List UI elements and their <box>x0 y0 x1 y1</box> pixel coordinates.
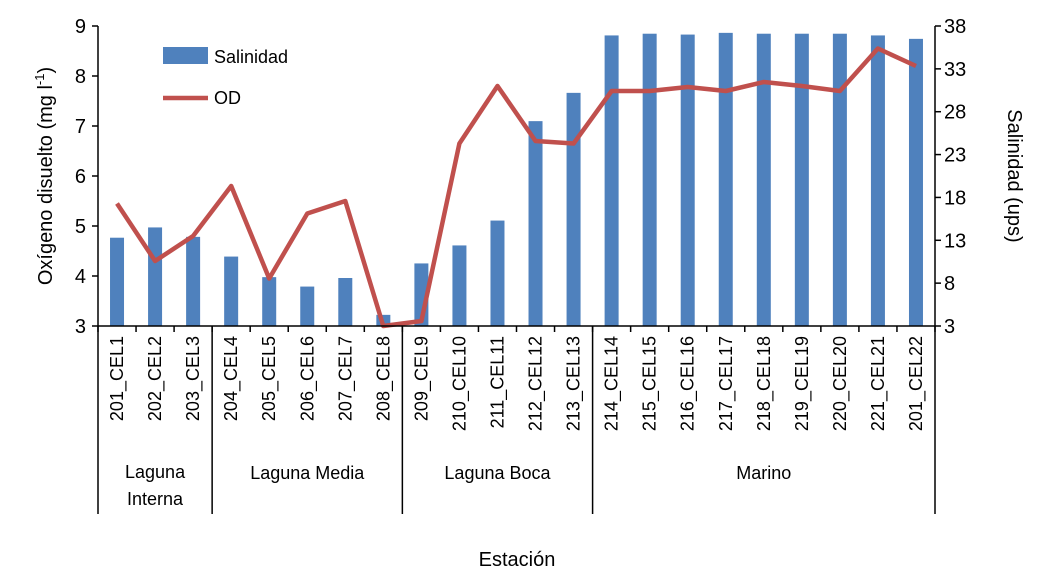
category-label: 219_CEL19 <box>792 336 813 431</box>
salinidad-bar <box>224 256 239 326</box>
category-label: 210_CEL10 <box>449 336 470 431</box>
category-label: 206_CEL6 <box>297 336 318 421</box>
salinidad-bar <box>604 35 619 327</box>
salinidad-bar <box>300 286 315 326</box>
salinidad-bar <box>794 33 809 326</box>
salinidad-bar <box>528 121 543 327</box>
category-label: 201_CEL1 <box>107 336 128 421</box>
y-left-tick-label: 6 <box>75 166 86 188</box>
salinidad-bar <box>680 34 695 326</box>
salinidad-bar <box>262 277 277 326</box>
y-left-tick-label: 5 <box>75 216 86 238</box>
y-right-tick-label: 33 <box>944 59 966 81</box>
y-right-tick-label: 13 <box>944 230 966 252</box>
y-axis-right-title: Salinidad (ups) <box>1003 109 1025 242</box>
y-right-tick-label: 18 <box>944 187 966 209</box>
salinidad-bar <box>566 92 581 326</box>
legend-od-label: OD <box>214 88 241 108</box>
group-labels: Laguna Interna Laguna Media Laguna Boca Mari… <box>125 462 791 509</box>
salinidad-bar <box>148 227 163 326</box>
category-label: 212_CEL12 <box>526 336 547 431</box>
group-label: Laguna Boca <box>444 463 551 483</box>
y-right-tick-label: 8 <box>944 273 955 295</box>
category-label: 220_CEL20 <box>830 336 851 431</box>
salinidad-bar <box>870 35 885 327</box>
salinidad-bar <box>718 32 733 326</box>
category-labels: 201_CEL1 202_CEL2 203_CEL3 204_CEL4 205_CEL5… <box>107 336 927 431</box>
category-label: 213_CEL13 <box>564 336 585 431</box>
legend-salinidad-swatch <box>163 47 208 64</box>
y-axis-left-title-end: ) <box>35 67 57 74</box>
y-left-tick-label: 7 <box>75 116 86 138</box>
category-label: 204_CEL4 <box>221 336 242 421</box>
category-label: 214_CEL14 <box>602 336 623 431</box>
od-line-series <box>115 46 917 329</box>
x-axis-title: Estación <box>479 549 556 571</box>
y-axis-left-title-main: Oxígeno disuelto (mg l <box>35 85 57 285</box>
category-label: 211_CEL11 <box>488 336 509 428</box>
category-label: 202_CEL2 <box>145 336 166 421</box>
salinidad-bar <box>110 237 125 326</box>
legend-salinidad-label: Salinidad <box>214 47 288 67</box>
salinidad-bar <box>832 33 847 326</box>
salinidad-bar <box>642 33 657 326</box>
salinidad-bar <box>908 38 923 326</box>
y-axis-left-title: Oxígeno disuelto (mg l-1) <box>32 67 57 285</box>
category-label: 216_CEL16 <box>678 336 699 431</box>
group-label: Laguna Media <box>250 463 365 483</box>
group-label: Interna <box>127 489 184 509</box>
category-label: 215_CEL15 <box>640 336 661 431</box>
category-label: 203_CEL3 <box>183 336 204 421</box>
group-label: Marino <box>736 463 791 483</box>
y-right-tick-label: 38 <box>944 16 966 38</box>
category-label: 207_CEL7 <box>335 336 356 421</box>
y-right-tick-label: 28 <box>944 102 966 124</box>
category-label: 217_CEL17 <box>716 336 737 431</box>
salinidad-bar <box>490 220 505 326</box>
y-right-tick-label: 3 <box>944 316 955 338</box>
axes <box>92 25 941 514</box>
salinidad-bar <box>452 245 467 326</box>
category-label: 201_CEL22 <box>906 336 927 431</box>
salinidad-bar <box>756 33 771 326</box>
salinidad-bar <box>186 236 201 326</box>
y-left-tick-label: 4 <box>75 266 86 288</box>
y-right-tick-label: 23 <box>944 145 966 167</box>
category-label: 221_CEL21 <box>868 336 889 431</box>
y-left-tick-label: 8 <box>75 66 86 88</box>
category-label: 205_CEL5 <box>259 336 280 421</box>
salinidad-bars <box>110 32 923 327</box>
y-axis-left-title-sup: -1 <box>32 74 47 86</box>
category-label: 209_CEL9 <box>411 336 432 421</box>
y-left-tick-label: 3 <box>75 316 86 338</box>
legend: Salinidad OD <box>163 47 288 108</box>
category-label: 208_CEL8 <box>373 336 394 421</box>
group-label: Laguna <box>125 462 186 482</box>
salinidad-bar <box>338 278 353 326</box>
od-line <box>115 46 917 329</box>
category-label: 218_CEL18 <box>754 336 775 431</box>
y-left-tick-label: 9 <box>75 16 86 38</box>
